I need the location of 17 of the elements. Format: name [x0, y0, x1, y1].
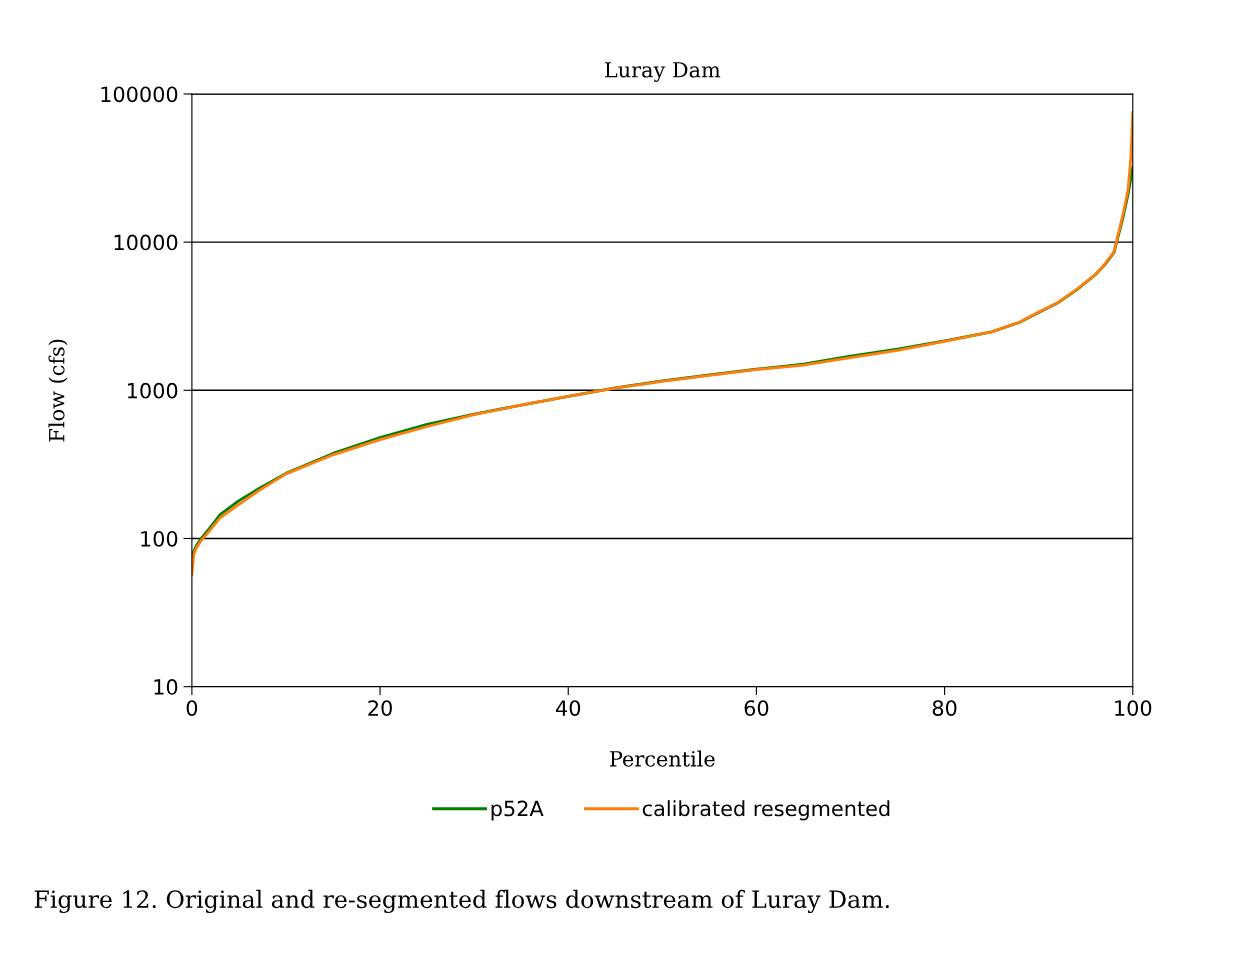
x-tick-label: 20: [368, 700, 392, 716]
caption: Figure 12. Original and re-segmented flows downstream of Luray Dam.: [34, 889, 889, 914]
x-tick-label: 100: [1115, 700, 1152, 716]
x-tick-label: 60: [744, 700, 769, 716]
x-tick-label: 0: [186, 700, 198, 716]
y-tick-label: 10: [154, 679, 178, 695]
legend-label: p52A: [491, 800, 544, 821]
y-tick-label: 10000: [114, 234, 178, 251]
legend-label: calibrated resegmented: [642, 800, 890, 821]
x-tick-label: 40: [556, 700, 581, 716]
x-axis-title: Percentile: [610, 750, 715, 767]
y-tick-label: 100: [141, 530, 178, 547]
x-tick-label: 80: [932, 700, 957, 716]
y-tick-label: 100000: [101, 86, 178, 103]
chart-title: Luray Dam: [605, 62, 721, 82]
y-tick-label: 1000: [127, 382, 178, 399]
y-axis-title: Flow (cfs): [48, 339, 68, 442]
